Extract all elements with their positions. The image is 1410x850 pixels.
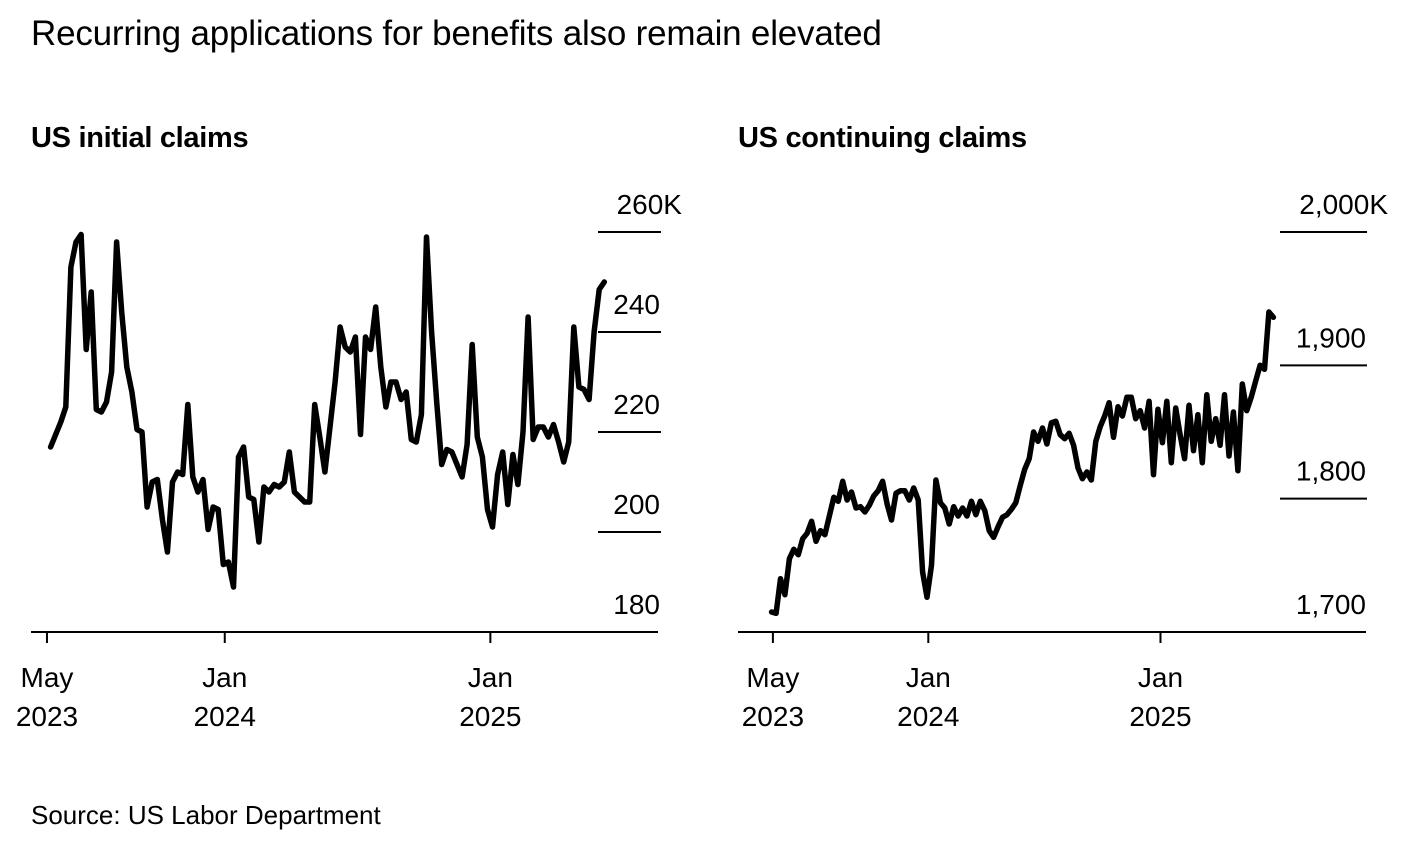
y-tick-label: 220: [613, 389, 660, 420]
x-tick-label: Jan: [202, 662, 247, 693]
y-tick-label: 1,900: [1296, 322, 1366, 353]
y-tick-label: 260K: [617, 189, 683, 220]
x-tick-label: 2023: [742, 701, 804, 732]
y-tick-label: 1,800: [1296, 456, 1366, 487]
x-tick-label: Jan: [1138, 662, 1183, 693]
series-line: [768, 309, 1277, 617]
y-tick-label: 2,000K: [1299, 189, 1388, 220]
x-tick-label: 2025: [1129, 701, 1191, 732]
series-line: [47, 231, 608, 590]
source-note: Source: US Labor Department: [31, 800, 381, 830]
x-tick-label: Jan: [468, 662, 513, 693]
x-tick-label: 2024: [194, 701, 256, 732]
x-tick-label: Jan: [906, 662, 951, 693]
page-title: Recurring applications for benefits also…: [31, 14, 882, 53]
x-tick-label: 2023: [16, 701, 78, 732]
y-tick-label: 240: [613, 289, 660, 320]
y-tick-label: 200: [613, 489, 660, 520]
chart-title-continuing-claims: US continuing claims: [738, 122, 1027, 154]
chart-title-initial-claims: US initial claims: [31, 122, 249, 154]
x-tick-label: 2025: [459, 701, 521, 732]
y-tick-label: 1,700: [1296, 589, 1366, 620]
initial-claims-chart: 260K 240 220 200 180 May 2023 Jan 2024 Jan 2025: [16, 189, 682, 732]
x-tick-label: May: [746, 662, 799, 693]
x-tick-label: May: [21, 662, 74, 693]
y-tick-label: 180: [613, 589, 660, 620]
x-tick-label: 2024: [897, 701, 959, 732]
continuing-claims-chart: 2,000K 1,900 1,800 1,700 May 2023 Jan 2024 Jan 20…: [738, 189, 1388, 732]
